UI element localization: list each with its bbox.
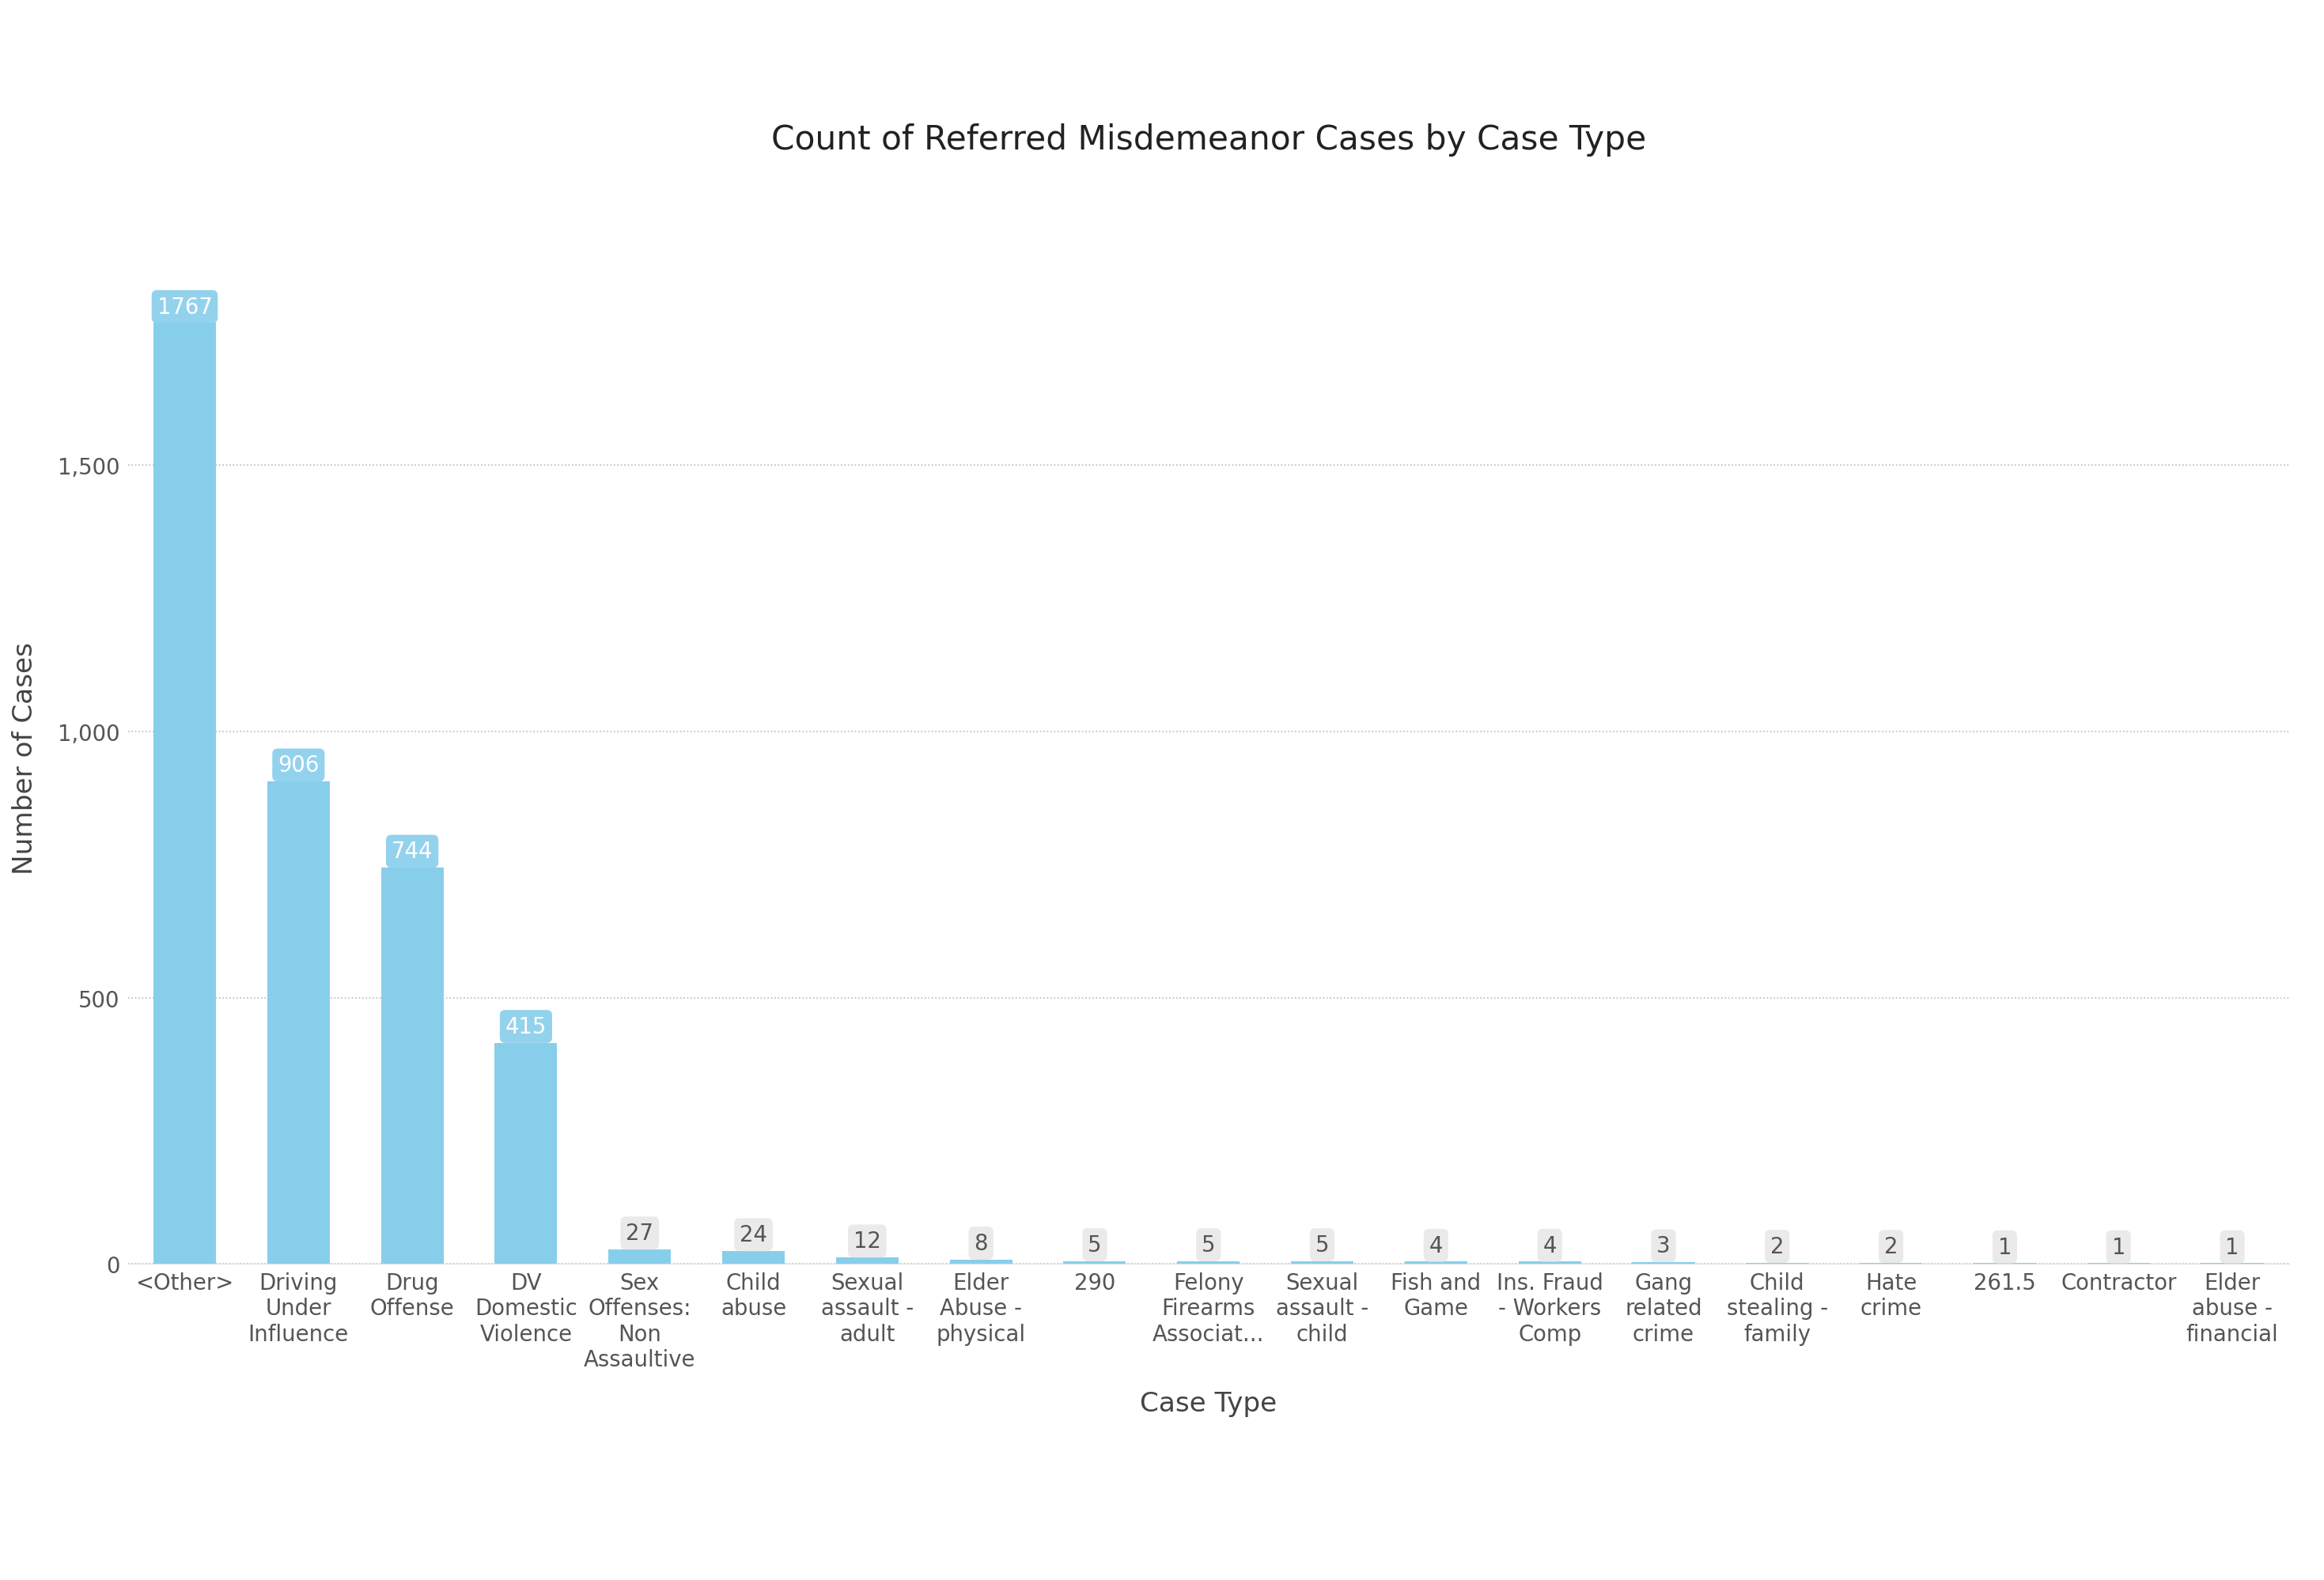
Text: 906: 906	[279, 754, 318, 776]
Bar	[951, 1259, 1013, 1264]
Bar	[1178, 1261, 1239, 1264]
Bar	[1064, 1261, 1127, 1264]
Text: 3: 3	[1657, 1236, 1671, 1258]
X-axis label: Case Type: Case Type	[1141, 1390, 1276, 1416]
Text: 8: 8	[974, 1232, 988, 1255]
Bar	[267, 782, 330, 1264]
Text: 5: 5	[1088, 1234, 1102, 1256]
Bar	[837, 1258, 899, 1264]
Text: 1: 1	[2113, 1236, 2126, 1258]
Bar	[1290, 1261, 1353, 1264]
Bar	[609, 1250, 672, 1264]
Text: 1: 1	[2226, 1236, 2238, 1258]
Bar	[381, 867, 444, 1264]
Text: 27: 27	[625, 1223, 653, 1245]
Text: 2: 2	[1885, 1236, 1899, 1258]
Bar	[723, 1251, 786, 1264]
Bar	[153, 324, 216, 1264]
Bar	[1404, 1262, 1466, 1264]
Text: 4: 4	[1543, 1234, 1557, 1256]
Text: 12: 12	[853, 1231, 881, 1253]
Text: 415: 415	[504, 1016, 546, 1038]
Text: 5: 5	[1315, 1234, 1329, 1256]
Text: 2: 2	[1771, 1236, 1785, 1258]
Y-axis label: Number of Cases: Number of Cases	[12, 641, 37, 875]
Text: 1: 1	[1999, 1236, 2013, 1258]
Text: 5: 5	[1202, 1234, 1215, 1256]
Text: 4: 4	[1429, 1234, 1443, 1256]
Bar	[1518, 1262, 1580, 1264]
Text: Count of Referred Misdemeanor Cases by Case Type: Count of Referred Misdemeanor Cases by C…	[772, 123, 1645, 156]
Text: 1767: 1767	[158, 295, 211, 318]
Text: 744: 744	[390, 841, 432, 863]
Text: 24: 24	[739, 1225, 767, 1247]
Bar	[1631, 1262, 1694, 1264]
Bar	[495, 1043, 558, 1264]
